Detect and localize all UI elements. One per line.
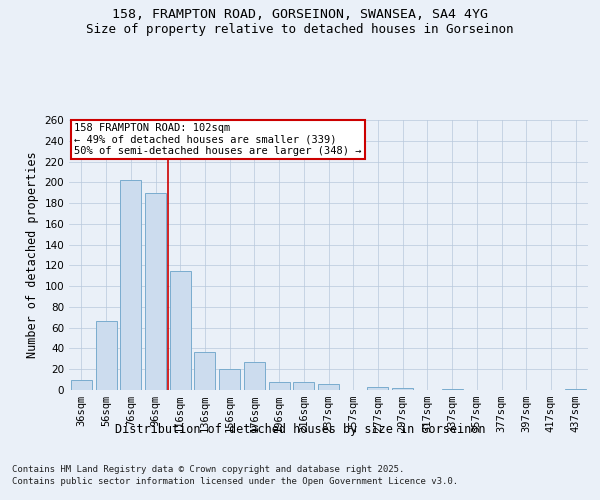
Bar — [244, 362, 265, 390]
Bar — [269, 382, 290, 390]
Bar — [170, 270, 191, 390]
Bar — [565, 389, 586, 390]
Bar — [71, 380, 92, 390]
Text: Distribution of detached houses by size in Gorseinon: Distribution of detached houses by size … — [115, 422, 485, 436]
Bar — [95, 322, 116, 390]
Text: Size of property relative to detached houses in Gorseinon: Size of property relative to detached ho… — [86, 22, 514, 36]
Bar — [120, 180, 141, 390]
Bar — [194, 352, 215, 390]
Text: Contains HM Land Registry data © Crown copyright and database right 2025.: Contains HM Land Registry data © Crown c… — [12, 465, 404, 474]
Bar — [293, 382, 314, 390]
Text: 158, FRAMPTON ROAD, GORSEINON, SWANSEA, SA4 4YG: 158, FRAMPTON ROAD, GORSEINON, SWANSEA, … — [112, 8, 488, 20]
Bar — [392, 388, 413, 390]
Bar — [318, 384, 339, 390]
Bar — [442, 389, 463, 390]
Text: Contains public sector information licensed under the Open Government Licence v3: Contains public sector information licen… — [12, 478, 458, 486]
Y-axis label: Number of detached properties: Number of detached properties — [26, 152, 39, 358]
Bar — [367, 387, 388, 390]
Bar — [145, 192, 166, 390]
Text: 158 FRAMPTON ROAD: 102sqm
← 49% of detached houses are smaller (339)
50% of semi: 158 FRAMPTON ROAD: 102sqm ← 49% of detac… — [74, 122, 362, 156]
Bar — [219, 369, 240, 390]
